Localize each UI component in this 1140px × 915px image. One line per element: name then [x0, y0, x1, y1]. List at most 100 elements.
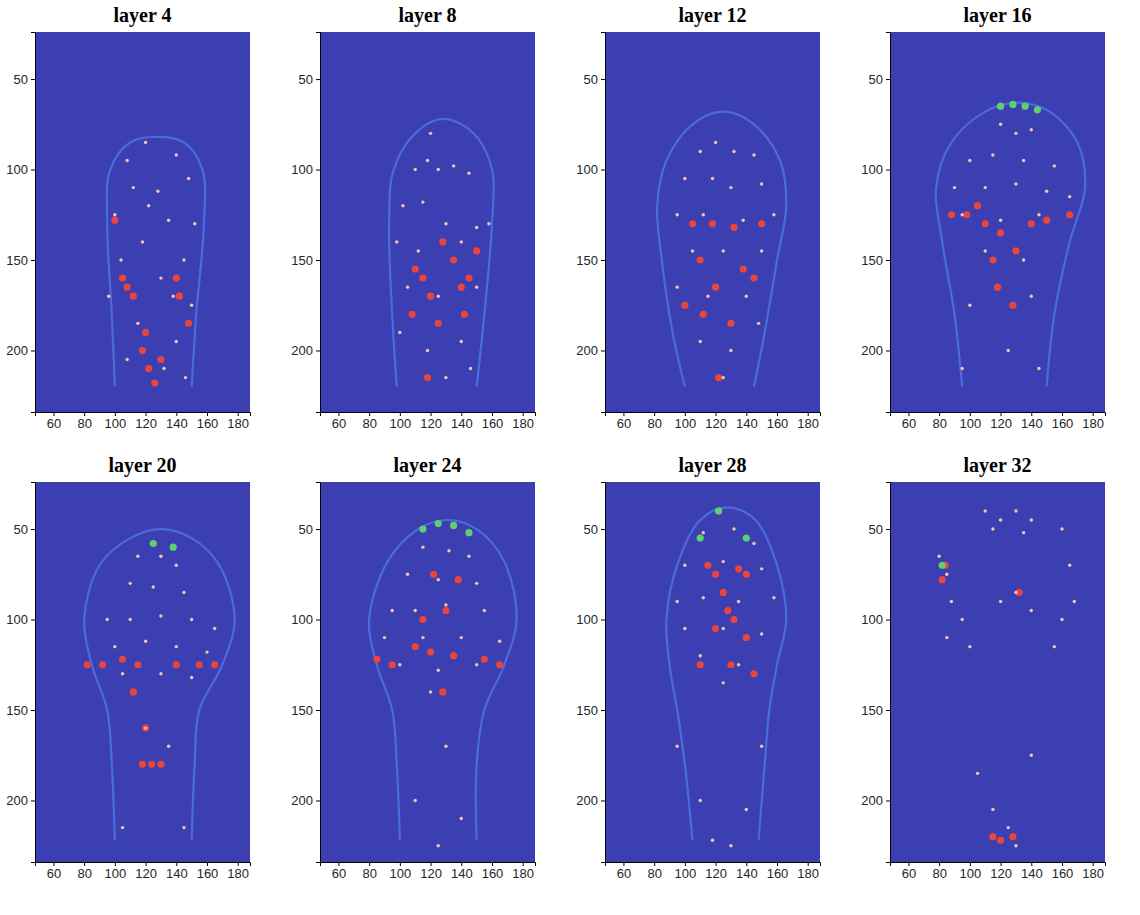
point	[1037, 213, 1040, 216]
point	[760, 632, 763, 635]
point	[729, 844, 732, 847]
point	[426, 349, 429, 352]
hot-spot	[697, 256, 704, 263]
point-group	[395, 132, 491, 380]
tick-label: 100	[105, 866, 127, 881]
panel-title: layer 8	[399, 4, 457, 27]
tick: 160	[767, 862, 789, 881]
hot-spot	[715, 374, 722, 381]
point-group	[419, 520, 472, 536]
tick: 160	[1052, 412, 1074, 431]
tick: 200	[6, 793, 35, 808]
hot-spot	[689, 220, 696, 227]
hot-spot	[99, 661, 106, 668]
hot-spot	[465, 529, 472, 536]
tick: 140	[736, 862, 758, 881]
figure: 608010012014016018050100150200layer 4608…	[0, 0, 1140, 915]
tick-label: 150	[291, 703, 313, 718]
tick: 120	[135, 412, 157, 431]
hot-spot	[419, 616, 426, 623]
tick-label: 100	[6, 612, 28, 627]
tick: 150	[576, 253, 605, 268]
tick: 120	[990, 412, 1012, 431]
tick-mark	[886, 170, 890, 171]
point	[702, 596, 705, 599]
hot-spot	[455, 576, 462, 583]
point-group	[697, 562, 758, 678]
point	[175, 645, 178, 648]
point	[421, 636, 424, 639]
tick-label: 100	[861, 162, 883, 177]
point	[390, 609, 393, 612]
point	[945, 636, 948, 639]
point	[1014, 591, 1017, 594]
tick-mark	[886, 260, 890, 261]
tick: 120	[420, 412, 442, 431]
point	[683, 177, 686, 180]
tick-label: 180	[1082, 416, 1104, 431]
point	[732, 150, 735, 153]
hot-spot	[389, 661, 396, 668]
tick-label: 50	[869, 72, 883, 87]
point	[760, 567, 763, 570]
point	[129, 618, 132, 621]
tick-label: 80	[932, 416, 946, 431]
tick-label: 120	[420, 416, 442, 431]
point-group	[107, 141, 196, 380]
hot-spot	[735, 565, 742, 572]
hot-spot	[119, 274, 126, 281]
point	[675, 600, 678, 603]
hot-spot	[481, 656, 488, 663]
hot-spot	[997, 229, 1004, 236]
hot-spot	[173, 274, 180, 281]
tick-mark	[601, 710, 605, 711]
panel-title: layer 16	[964, 4, 1032, 27]
hot-spot	[157, 356, 164, 363]
tick: 120	[135, 862, 157, 881]
tick: 200	[291, 343, 320, 358]
hot-spot	[974, 202, 981, 209]
point	[398, 663, 401, 666]
point	[159, 554, 162, 557]
tick: 60	[47, 862, 61, 881]
tick-label: 140	[736, 866, 758, 881]
tick-label: 120	[420, 866, 442, 881]
point	[683, 627, 686, 630]
tick-label: 100	[576, 612, 598, 627]
point	[737, 600, 740, 603]
hot-spot	[111, 217, 118, 224]
point	[960, 213, 963, 216]
tick: 150	[861, 703, 890, 718]
tick-label: 120	[135, 866, 157, 881]
panel-title: layer 32	[964, 454, 1032, 477]
tick-label: 50	[299, 72, 313, 87]
point-group	[409, 238, 481, 381]
point	[760, 249, 763, 252]
tick-label: 140	[166, 866, 188, 881]
axis-line	[31, 33, 36, 413]
y-axis: 50100150200	[6, 33, 35, 413]
tick-label: 80	[77, 416, 91, 431]
tick-label: 180	[512, 866, 534, 881]
marks	[657, 112, 786, 387]
point	[175, 153, 178, 156]
tick: 140	[451, 412, 473, 431]
tick-label: 120	[135, 416, 157, 431]
point	[184, 376, 187, 379]
hot-spot	[715, 507, 722, 514]
point	[1030, 128, 1033, 131]
point	[426, 159, 429, 162]
point	[460, 636, 463, 639]
panel-title: layer 24	[394, 454, 462, 477]
hot-spot	[211, 661, 218, 668]
tick-mark	[316, 800, 320, 801]
point	[121, 672, 124, 675]
point	[147, 204, 150, 207]
point	[190, 304, 193, 307]
point	[414, 168, 417, 171]
outline-line	[107, 137, 205, 387]
point	[722, 627, 725, 630]
panel: 608010012014016018050100150200layer 20	[6, 454, 250, 881]
hot-spot	[142, 724, 149, 731]
tick-label: 100	[675, 416, 697, 431]
